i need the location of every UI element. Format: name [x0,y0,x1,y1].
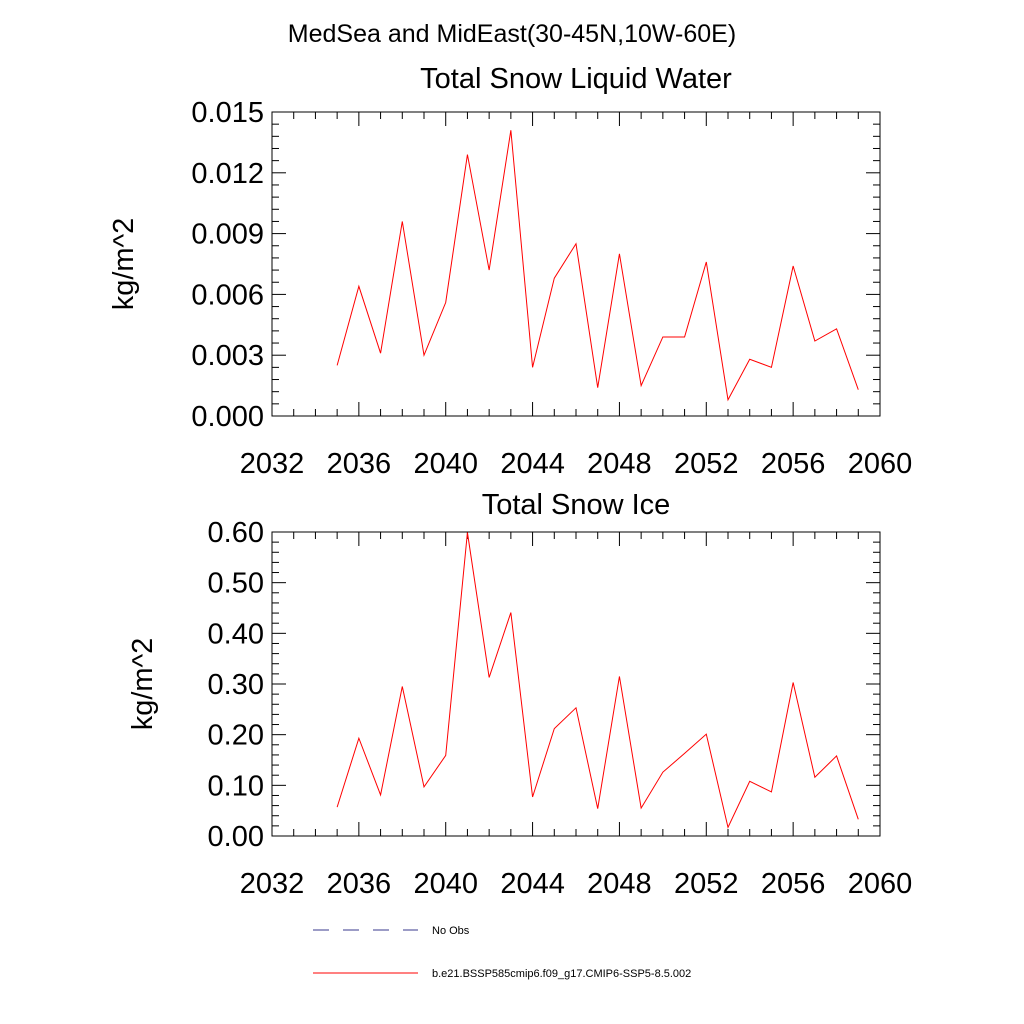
y-tick-label: 0.003 [191,340,264,372]
panel-title: Total Snow Liquid Water [420,63,732,95]
y-tick-label: 0.015 [191,97,264,129]
x-tick-label: 2032 [240,448,305,480]
legend-label-model: b.e21.BSSP585cmip6.f09_g17.CMIP6-SSP5-8.… [432,968,691,980]
x-tick-label: 2044 [500,448,565,480]
snow-ice-panel: Total Snow Ice kg/m^2 2032 2036 2040 2044 20… [127,489,912,900]
series-line [336,130,859,402]
y-tick-label: 0.012 [191,158,264,190]
figure-title: MedSea and MidEast(30-45N,10W-60E) [288,20,736,48]
legend-label-no-obs: No Obs [432,925,470,937]
plot-frame [271,111,881,417]
y-tick-label: 0.40 [208,618,264,650]
x-tick-label: 2060 [848,448,913,480]
x-tick-label: 2036 [327,868,392,900]
y-tick-label: 0.60 [208,517,264,549]
x-tick-label: 2048 [587,868,652,900]
x-tick-label: 2040 [413,448,478,480]
x-tick-label: 2048 [587,448,652,480]
x-tick-label: 2044 [500,868,565,900]
y-tick-label: 0.20 [208,720,264,752]
plot-frame [271,531,881,837]
y-axis-label: kg/m^2 [127,638,159,731]
x-tick-label: 2040 [413,868,478,900]
y-tick-label: 0.009 [191,219,264,251]
x-tick-label: 2052 [674,448,739,480]
panel-title: Total Snow Ice [482,489,671,521]
y-tick-label: 0.30 [208,669,264,701]
x-tick-label: 2052 [674,868,739,900]
y-tick-label: 0.006 [191,279,264,311]
snow-liquid-water-panel: Total Snow Liquid Water kg/m^2 2032 2036 2… [108,63,912,480]
legend: No Obs b.e21.BSSP585cmip6.f09_g17.CMIP6-… [313,925,691,980]
x-tick-label: 2060 [848,868,913,900]
y-tick-label: 0.50 [208,568,264,600]
y-tick-label: 0.10 [208,770,264,802]
y-tick-label: 0.000 [191,401,264,433]
x-tick-label: 2032 [240,868,305,900]
x-tick-label: 2036 [327,448,392,480]
series-line [336,532,859,829]
y-tick-label: 0.00 [208,821,264,853]
x-tick-label: 2056 [761,448,826,480]
x-tick-label: 2056 [761,868,826,900]
y-axis-label: kg/m^2 [108,218,140,311]
